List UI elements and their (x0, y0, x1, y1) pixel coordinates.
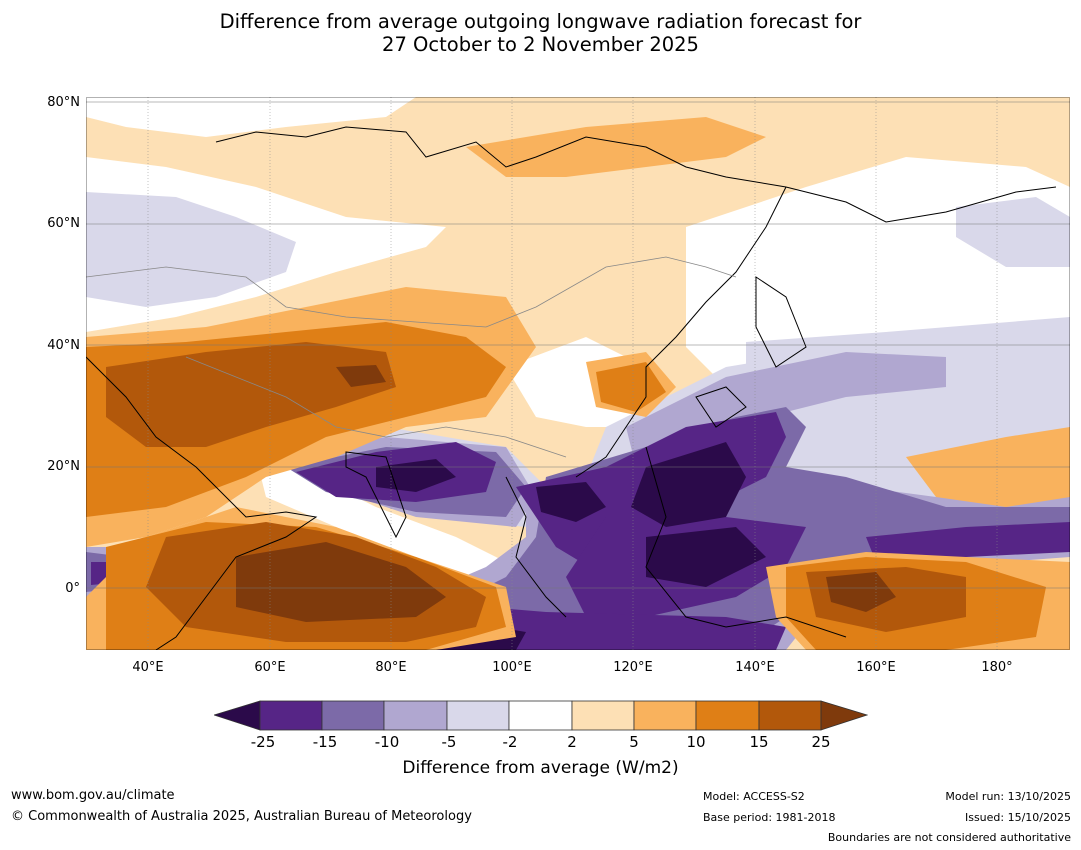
lat-label-60n: 60°N (47, 216, 80, 231)
colorbar-tick: 2 (567, 733, 577, 751)
colorbar-tick: 5 (629, 733, 639, 751)
olr-anomaly-map (86, 97, 1070, 650)
lon-label-60e: 60°E (254, 660, 286, 675)
lon-label-140e: 140°E (735, 660, 775, 675)
colorbar-swatch-plus15-to-plus25 (758, 700, 822, 731)
footer-model: Model: ACCESS-S2 (703, 790, 805, 803)
lon-label-160e: 160°E (856, 660, 896, 675)
colorbar-tick: 10 (686, 733, 706, 751)
colorbar-swatch-minus2-to-plus2 (508, 700, 573, 731)
map-frame (86, 97, 1070, 650)
lat-label-20n: 20°N (47, 459, 80, 474)
colorbar-tick: -25 (250, 733, 276, 751)
lon-label-40e: 40°E (132, 660, 164, 675)
colorbar-tick: 25 (811, 733, 831, 751)
colorbar (214, 700, 868, 731)
footer-base-period: Base period: 1981-2018 (703, 811, 836, 824)
lon-label-180: 180° (981, 660, 1013, 675)
map-borders (86, 256, 737, 458)
colorbar-swatch-below-minus25 (214, 700, 261, 731)
lat-label-0: 0° (65, 581, 80, 596)
map-title-line2: 27 October to 2 November 2025 (382, 33, 699, 56)
anomaly-below-minus25 (346, 442, 766, 650)
lon-label-80e: 80°E (375, 660, 407, 675)
colorbar-label: Difference from average (W/m2) (0, 758, 1081, 778)
map-gridlines (147, 97, 998, 650)
map-title-line1: Difference from average outgoing longwav… (219, 10, 862, 33)
colorbar-swatch-above-plus25 (820, 700, 868, 731)
lat-label-40n: 40°N (47, 338, 80, 353)
colorbar-swatch-minus15-to-minus10 (321, 700, 385, 731)
lat-label-80n: 80°N (47, 95, 80, 110)
colorbar-swatch-plus10-to-plus15 (695, 700, 760, 731)
lon-label-120e: 120°E (613, 660, 653, 675)
colorbar-swatch-minus5-to-minus2 (446, 700, 510, 731)
map-coastlines (86, 126, 1057, 650)
colorbar-tick: -5 (441, 733, 457, 751)
colorbar-tick: -10 (374, 733, 400, 751)
lon-label-100e: 100°E (492, 660, 532, 675)
map-latitude-lines (86, 101, 1070, 589)
colorbar-label-text: Difference from average (W/m2) (402, 758, 679, 778)
footer-website-link[interactable]: www.bom.gov.au/climate (11, 788, 175, 803)
anomaly-above-plus25 (236, 365, 896, 622)
colorbar-tick: -2 (502, 733, 518, 751)
colorbar-tick: 15 (749, 733, 769, 751)
footer-model-run: Model run: 13/10/2025 (945, 790, 1071, 803)
footer-issued: Issued: 15/10/2025 (964, 811, 1071, 824)
colorbar-swatch-plus5-to-plus10 (633, 700, 697, 731)
colorbar-tick: -15 (312, 733, 338, 751)
footer-disclaimer: Boundaries are not considered authoritat… (827, 831, 1071, 844)
colorbar-swatch-plus2-to-plus5 (571, 700, 635, 731)
colorbar-swatch-minus10-to-minus5 (383, 700, 448, 731)
footer-copyright: © Commonwealth of Australia 2025, Austra… (11, 809, 472, 824)
colorbar-swatch-minus25-to-minus15 (259, 700, 323, 731)
